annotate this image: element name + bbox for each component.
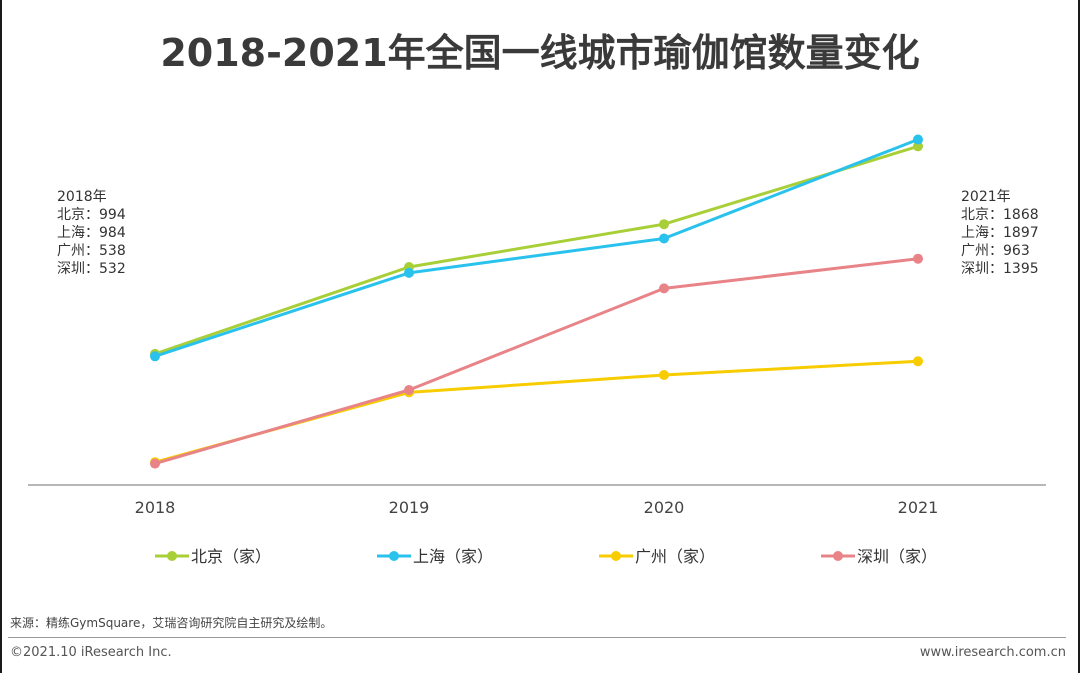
data-point-s1-2020 bbox=[659, 233, 669, 244]
x-tick-label-2018: 2018 bbox=[135, 498, 176, 517]
x-tick-label-2019: 2019 bbox=[389, 498, 430, 517]
series-line-1 bbox=[154, 138, 919, 358]
data-point-s2-2021 bbox=[913, 356, 923, 367]
chart-title: 2018-2021年全国一线城市瑜伽馆数量变化 bbox=[160, 31, 920, 75]
legend-label-1: 上海（家） bbox=[413, 547, 493, 566]
annotation-2018-beijing: 北京：994 bbox=[57, 207, 126, 223]
data-point-s2-2020 bbox=[659, 370, 669, 380]
data-point-s3-2020 bbox=[659, 283, 669, 294]
data-point-s3-2018 bbox=[150, 458, 160, 469]
line-chart: 2018 2019 2020 2021 北京（家） 上海（家） 广州（家） 深圳（家） bbox=[28, 134, 1046, 566]
annotation-2021-shenzhen: 深圳：1395 bbox=[961, 261, 1039, 277]
legend-label-0: 北京（家） bbox=[191, 547, 271, 566]
source-note: 来源：精练GymSquare，艾瑞咨询研究院自主研究及绘制。 bbox=[10, 616, 333, 630]
annotation-2018: 2018年 北京：994 上海：984 广州：538 深圳：532 bbox=[57, 188, 126, 278]
data-point-s3-2021 bbox=[913, 253, 923, 264]
series-line-0 bbox=[154, 144, 919, 356]
footer-divider bbox=[8, 637, 1066, 638]
website-link[interactable]: www.iresearch.com.cn bbox=[919, 645, 1066, 660]
data-point-s3-2019 bbox=[404, 385, 414, 395]
frame-right-border bbox=[1078, 0, 1080, 673]
series-line-3 bbox=[154, 257, 919, 466]
annotation-2018-guangzhou: 广州：538 bbox=[57, 243, 126, 259]
annotation-2021-guangzhou: 广州：963 bbox=[961, 243, 1030, 259]
annotation-2021-year: 2021年 bbox=[961, 189, 1011, 205]
annotation-2021-beijing: 北京：1868 bbox=[961, 207, 1039, 223]
legend-marker-1 bbox=[389, 551, 399, 561]
legend-marker-0 bbox=[167, 551, 177, 561]
data-point-s0-2020 bbox=[659, 219, 669, 230]
annotation-2018-year: 2018年 bbox=[57, 189, 107, 205]
x-tick-label-2021: 2021 bbox=[898, 498, 939, 517]
frame-left-border bbox=[0, 0, 2, 673]
x-tick-label-2020: 2020 bbox=[644, 498, 685, 517]
legend-marker-3 bbox=[833, 551, 843, 561]
data-point-s1-2019 bbox=[404, 267, 414, 278]
legend-label-3: 深圳（家） bbox=[857, 547, 937, 566]
legend-label-2: 广州（家） bbox=[635, 547, 715, 566]
data-point-s1-2021 bbox=[913, 134, 923, 145]
copyright-text: ©2021.10 iResearch Inc. bbox=[10, 645, 172, 660]
annotation-2021-shanghai: 上海：1897 bbox=[961, 225, 1039, 241]
series-line-2 bbox=[154, 359, 919, 464]
legend-marker-2 bbox=[611, 551, 621, 561]
data-point-s1-2018 bbox=[150, 351, 160, 362]
annotation-2021: 2021年 北京：1868 上海：1897 广州：963 深圳：1395 bbox=[961, 188, 1039, 278]
annotation-2018-shanghai: 上海：984 bbox=[57, 225, 126, 241]
annotation-2018-shenzhen: 深圳：532 bbox=[57, 261, 126, 277]
